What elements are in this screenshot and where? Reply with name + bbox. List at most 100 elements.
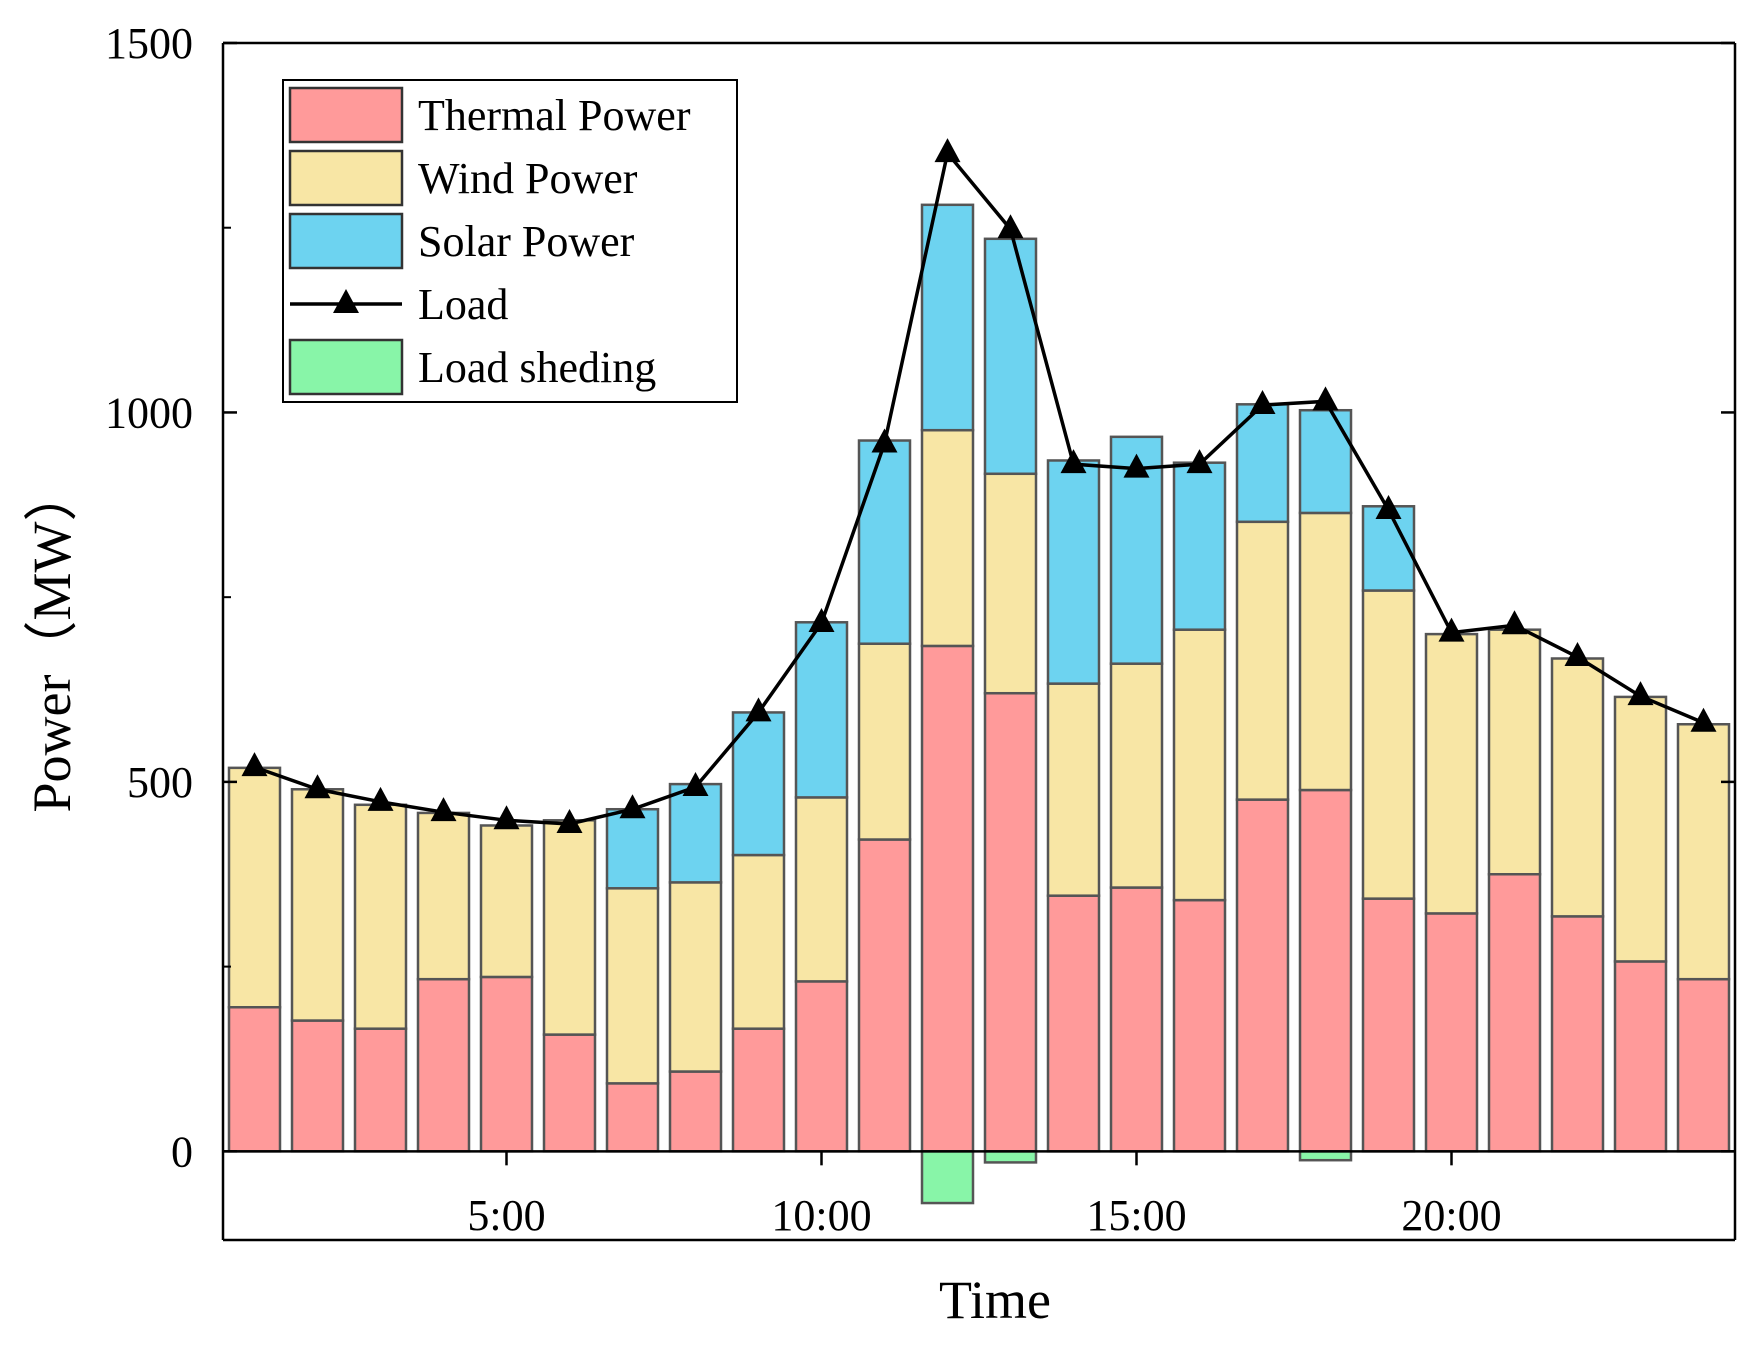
- y-tick-label-0: 0: [171, 1127, 193, 1176]
- load-marker-h11: [871, 428, 898, 453]
- bar-solar-power-h16: [1172, 461, 1227, 631]
- load-marker-h21: [1501, 610, 1528, 635]
- load-marker-h14: [1060, 449, 1087, 474]
- bar-thermal-power-h3: [353, 1027, 408, 1153]
- legend: Thermal Power Wind Power Solar Power Load Lo…: [282, 79, 738, 403]
- bar-solar-power-h15: [1109, 435, 1164, 665]
- load-marker-h4: [430, 797, 457, 822]
- legend-label-load: Load: [418, 280, 508, 329]
- load-marker-h5: [493, 805, 520, 830]
- load-marker-h17: [1249, 390, 1276, 415]
- bar-wind-power-h16: [1172, 628, 1227, 902]
- load-line: [253, 149, 1705, 826]
- load-marker-h6: [556, 809, 583, 834]
- bar-wind-power-h17: [1235, 520, 1290, 801]
- bar-thermal-power-h23: [1613, 960, 1668, 1153]
- bar-thermal-power-h10: [794, 980, 849, 1153]
- bar-solar-power-h10: [794, 621, 849, 799]
- legend-swatch-wind-power: [288, 149, 404, 207]
- legend-marker-load: [333, 289, 359, 313]
- bar-wind-power-h9: [731, 853, 786, 1030]
- legend-label-solar-power: Solar Power: [418, 217, 635, 266]
- y-tick-label-1000: 1000: [105, 388, 193, 437]
- bar-thermal-power-h6: [542, 1033, 597, 1153]
- bar-load-sheding-h13: [983, 1150, 1038, 1164]
- bar-solar-power-h11: [857, 439, 912, 645]
- bar-load-sheding-h18: [1298, 1150, 1353, 1162]
- load-marker-h2: [304, 774, 331, 799]
- bar-thermal-power-h8: [668, 1070, 723, 1153]
- bar-thermal-power-h17: [1235, 798, 1290, 1153]
- bar-wind-power-h3: [353, 803, 408, 1030]
- bar-thermal-power-h20: [1424, 912, 1479, 1153]
- bar-wind-power-h18: [1298, 511, 1353, 792]
- bar-thermal-power-h5: [479, 975, 534, 1153]
- bar-thermal-power-h11: [857, 838, 912, 1153]
- bar-solar-power-h18: [1298, 408, 1353, 515]
- bar-wind-power-h19: [1361, 589, 1416, 900]
- load-marker-h7: [619, 794, 646, 819]
- load-marker-h8: [682, 772, 709, 797]
- y-tick-label-500: 500: [127, 758, 193, 807]
- bar-thermal-power-h15: [1109, 886, 1164, 1153]
- bar-wind-power-h12: [920, 428, 975, 648]
- bar-thermal-power-h14: [1046, 894, 1101, 1153]
- load-marker-h12: [934, 138, 961, 163]
- legend-label-load-sheding: Load sheding: [418, 343, 656, 392]
- bar-thermal-power-h21: [1487, 873, 1542, 1153]
- bar-wind-power-h11: [857, 642, 912, 841]
- load-marker-h9: [745, 697, 772, 722]
- bar-wind-power-h13: [983, 472, 1038, 695]
- bar-solar-power-h12: [920, 203, 975, 432]
- x-tick-label-5: 5:00: [467, 1191, 545, 1240]
- bar-thermal-power-h4: [416, 977, 471, 1153]
- bar-wind-power-h7: [605, 887, 660, 1085]
- legend-label-thermal-power: Thermal Power: [418, 91, 691, 140]
- bar-thermal-power-h1: [227, 1006, 282, 1153]
- bar-wind-power-h8: [668, 881, 723, 1073]
- bars-layer: [227, 203, 1731, 1205]
- bar-thermal-power-h24: [1676, 977, 1731, 1153]
- bar-thermal-power-h18: [1298, 788, 1353, 1153]
- bar-wind-power-h2: [290, 788, 345, 1022]
- bar-load-sheding-h12: [920, 1150, 975, 1205]
- bar-solar-power-h14: [1046, 459, 1101, 685]
- load-marker-h10: [808, 608, 835, 633]
- x-axis-title: Time: [939, 1270, 1051, 1330]
- y-tick-label-1500: 1500: [105, 19, 193, 68]
- bar-wind-power-h15: [1109, 662, 1164, 889]
- load-marker-h22: [1564, 642, 1591, 667]
- legend-swatch-solar-power: [288, 212, 404, 270]
- load-marker-h1: [241, 752, 268, 777]
- load-marker-h13: [997, 214, 1024, 239]
- bar-solar-power-h8: [668, 782, 723, 884]
- bar-wind-power-h23: [1613, 695, 1668, 963]
- bar-wind-power-h24: [1676, 723, 1731, 981]
- bar-solar-power-h17: [1235, 403, 1290, 524]
- bar-thermal-power-h7: [605, 1082, 660, 1153]
- bar-wind-power-h1: [227, 766, 282, 1009]
- load-marker-h18: [1312, 386, 1339, 411]
- bar-wind-power-h20: [1424, 632, 1479, 915]
- bar-thermal-power-h22: [1550, 915, 1605, 1153]
- bar-wind-power-h10: [794, 796, 849, 983]
- load-marker-h20: [1438, 617, 1465, 642]
- load-marker-h24: [1690, 707, 1717, 732]
- load-marker-h23: [1627, 681, 1654, 706]
- bar-wind-power-h14: [1046, 682, 1101, 897]
- bar-thermal-power-h16: [1172, 898, 1227, 1153]
- legend-swatch-thermal-power: [288, 86, 404, 144]
- y-axis-title: Power（MW）: [22, 468, 82, 813]
- bar-wind-power-h4: [416, 811, 471, 981]
- x-tick-label-20: 20:00: [1401, 1191, 1501, 1240]
- bar-thermal-power-h12: [920, 644, 975, 1153]
- bar-wind-power-h6: [542, 819, 597, 1036]
- load-marker-h3: [367, 786, 394, 811]
- bar-thermal-power-h19: [1361, 897, 1416, 1153]
- load-marker-h19: [1375, 494, 1402, 519]
- bar-solar-power-h13: [983, 237, 1038, 476]
- bar-solar-power-h7: [605, 807, 660, 890]
- load-line-layer: [241, 138, 1717, 834]
